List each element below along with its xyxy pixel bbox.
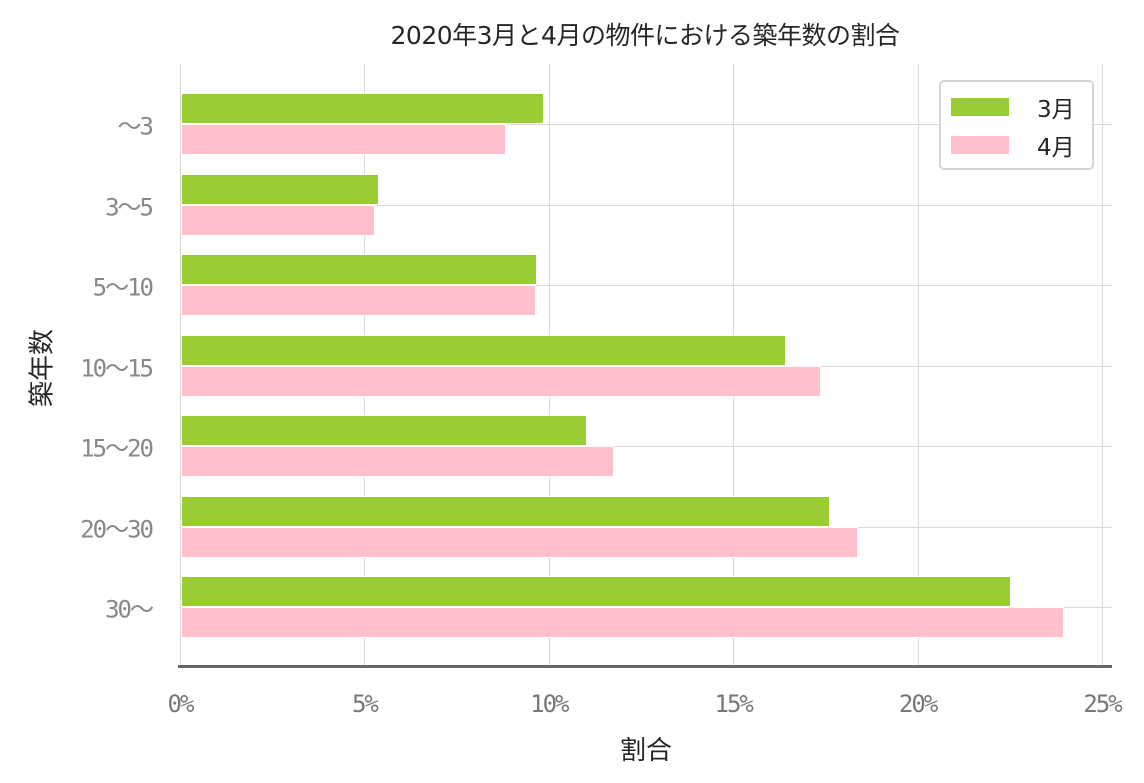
bar-april: [181, 446, 615, 477]
y-gridline: [180, 124, 1112, 125]
bar-march: [181, 495, 831, 527]
bar-march: [181, 415, 587, 446]
x-tick-label: 15%: [714, 690, 754, 718]
x-tick-label: 0%: [167, 690, 195, 718]
x-axis-label: 割合: [619, 736, 673, 766]
bar-march: [181, 173, 380, 205]
legend-item-march: 3月: [951, 92, 1075, 123]
y-tick-label: 10〜15: [80, 354, 154, 382]
x-tick-label: 25%: [1083, 690, 1122, 718]
y-tick-label: 〜3: [117, 112, 154, 141]
plot-area: [180, 64, 1112, 668]
bar-april: [181, 204, 376, 236]
legend-label-march: 3月: [1037, 97, 1075, 123]
x-tick-label: 20%: [898, 690, 938, 718]
y-tick-label: 5〜10: [92, 273, 154, 302]
bar-april: [181, 285, 536, 316]
x-tick-label: 5%: [351, 690, 379, 718]
legend-swatch-march: [951, 98, 1009, 116]
legend-label-april: 4月: [1037, 135, 1075, 161]
x-tick-label: 10%: [530, 690, 569, 718]
bar-march: [181, 93, 545, 124]
bar-march: [181, 334, 786, 366]
bar-april: [181, 365, 822, 397]
x-axis-line: [178, 665, 1112, 668]
y-tick-label: 3〜5: [105, 193, 154, 221]
y-tick-label: 15〜20: [80, 434, 154, 463]
y-gridline: [180, 446, 1112, 447]
chart-title: 2020年3月と4月の物件における築年数の割合: [390, 21, 900, 50]
y-tick-label: 30〜: [105, 595, 154, 624]
y-tick-label: 20〜30: [80, 515, 154, 543]
bar-march: [181, 576, 1011, 607]
legend-item-april: 4月: [951, 130, 1075, 161]
y-gridline: [180, 204, 1112, 206]
y-axis-label: 築年数: [27, 328, 58, 408]
bar-april: [181, 124, 507, 155]
legend-swatch-april: [951, 136, 1009, 154]
bar-april: [181, 607, 1065, 638]
legend: 3月 4月: [939, 80, 1094, 170]
y-gridline: [180, 285, 1112, 286]
bar-april: [181, 526, 858, 558]
bar-march: [181, 254, 538, 285]
